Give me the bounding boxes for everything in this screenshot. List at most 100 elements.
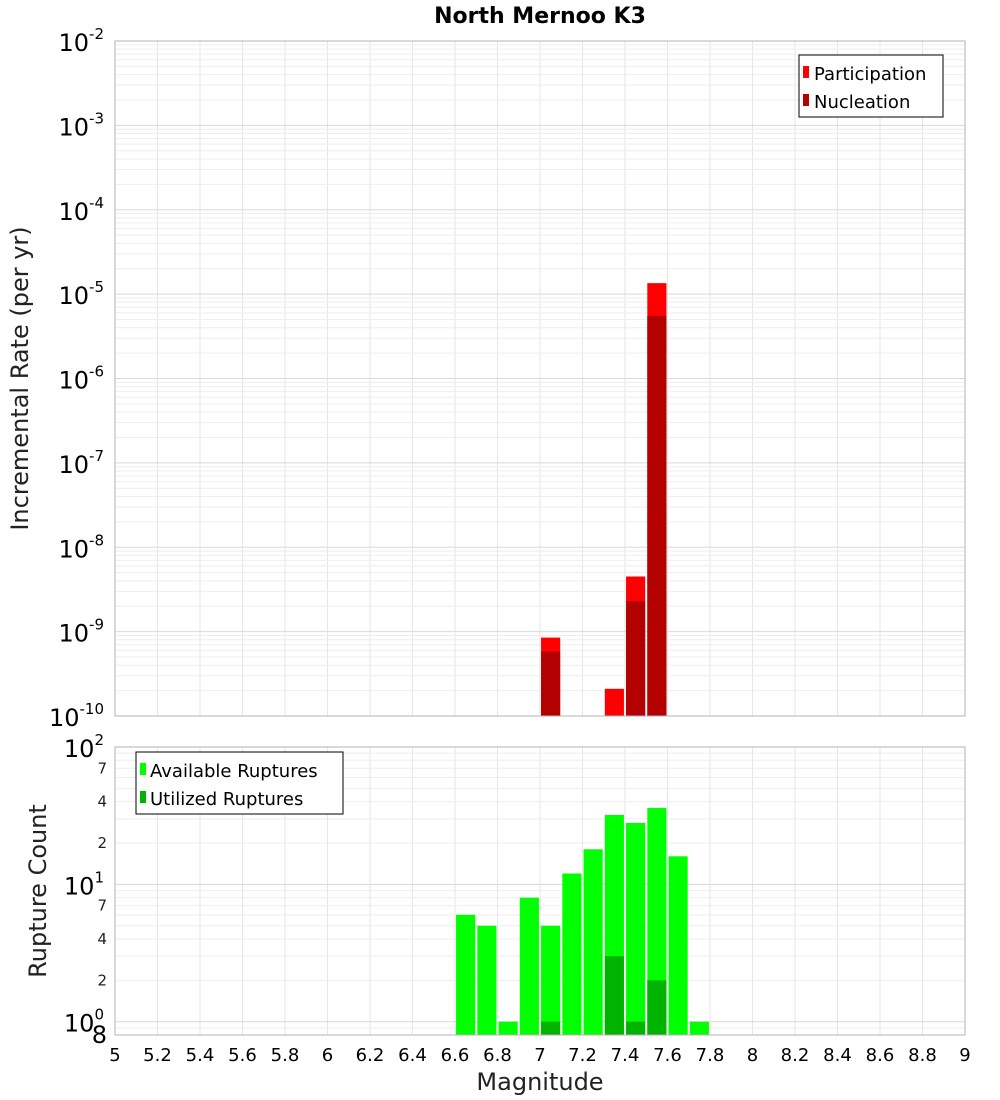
y-tick-label: 10-6 — [58, 363, 104, 395]
x-tick-label: 7.8 — [696, 1045, 725, 1066]
x-tick-label: 6.2 — [356, 1045, 385, 1066]
y-minor-tick-label: 8 — [92, 1021, 107, 1049]
y-tick-exponent: -5 — [89, 278, 104, 296]
y-tick-exponent: -2 — [89, 25, 104, 43]
x-tick-label: 7.6 — [653, 1045, 682, 1066]
x-tick-label: 8.8 — [908, 1045, 937, 1066]
y-tick-label: 10-3 — [58, 109, 104, 141]
x-tick-label: 6 — [322, 1045, 333, 1066]
legend-label: Utilized Ruptures — [150, 789, 303, 810]
x-tick-label: 8.4 — [823, 1045, 852, 1066]
y-tick-base: 10 — [58, 451, 89, 479]
legend-label: Available Ruptures — [150, 761, 318, 782]
legend: Participation Nucleation — [798, 54, 944, 118]
y-tick-label: 102 — [64, 731, 104, 763]
x-tick-label: 6.4 — [398, 1045, 427, 1066]
y-tick-base: 10 — [64, 872, 95, 900]
bar — [626, 601, 646, 716]
y-tick-exponent: -6 — [89, 363, 104, 381]
bar — [562, 873, 582, 1035]
bar — [541, 651, 561, 716]
plot-frame — [114, 40, 966, 717]
x-tick-label: 5.8 — [271, 1045, 300, 1066]
y-tick-base: 10 — [64, 1010, 95, 1038]
y-tick-exponent: 0 — [94, 1006, 104, 1024]
legend-label: Participation — [814, 64, 926, 85]
y-tick-label: 10-8 — [58, 531, 104, 563]
bar — [541, 925, 561, 1035]
bar — [498, 1021, 518, 1035]
plot-frame — [114, 746, 966, 1036]
chart-panels: 10-210-310-410-510-610-710-810-910-10Inc… — [6, 25, 971, 1066]
x-tick-label: 5 — [109, 1045, 120, 1066]
y-tick-base: 10 — [58, 282, 89, 310]
legend: Available Ruptures Utilized Ruptures — [135, 751, 344, 815]
x-tick-label: 8 — [747, 1045, 758, 1066]
bar — [477, 925, 497, 1035]
y-tick-label: 10-7 — [58, 447, 104, 479]
legend-label: Nucleation — [814, 92, 910, 113]
y-tick-label: 10-4 — [58, 194, 104, 226]
bar — [626, 822, 646, 1035]
y-minor-tick-label: 2 — [97, 834, 107, 852]
y-tick-base: 10 — [58, 113, 89, 141]
x-tick-label: 8.2 — [781, 1045, 810, 1066]
x-tick-label: 7.4 — [611, 1045, 640, 1066]
y-tick-exponent: -8 — [89, 531, 104, 549]
bar — [456, 914, 476, 1035]
y-tick-label: 10-2 — [58, 25, 104, 57]
x-axis-label: Magnitude — [476, 1068, 603, 1096]
bar — [647, 807, 667, 1035]
y-tick-exponent: -4 — [89, 194, 104, 212]
x-tick-label: 5.2 — [143, 1045, 172, 1066]
legend-box — [798, 54, 944, 118]
y-tick-label: 10-5 — [58, 278, 104, 310]
chart-title: North Mernoo K3 — [434, 4, 646, 29]
legend-box — [135, 751, 344, 815]
legend-swatch — [140, 791, 146, 803]
y-tick-label: 100 — [64, 1006, 104, 1038]
y-tick-label: 10-10 — [49, 700, 104, 732]
y-tick-exponent: -10 — [80, 700, 105, 718]
y-tick-exponent: -9 — [89, 616, 104, 634]
x-tick-label: 5.6 — [228, 1045, 257, 1066]
y-axis-label: Incremental Rate (per yr) — [6, 226, 34, 530]
x-tick-label: 8.6 — [866, 1045, 895, 1066]
legend-swatch — [803, 94, 809, 106]
y-tick-base: 10 — [58, 29, 89, 57]
rate-panel: 10-210-310-410-510-610-710-810-910-10Inc… — [6, 25, 966, 732]
y-minor-tick-label: 7 — [97, 759, 107, 777]
y-tick-base: 10 — [64, 735, 95, 763]
legend-swatch — [140, 763, 146, 775]
y-minor-tick-label: 7 — [97, 897, 107, 915]
y-tick-exponent: -3 — [89, 109, 104, 127]
y-tick-base: 10 — [58, 535, 89, 563]
x-tick-label: 7.2 — [568, 1045, 597, 1066]
x-tick-label: 9 — [959, 1045, 970, 1066]
bar — [689, 1021, 709, 1035]
y-tick-exponent: -7 — [89, 447, 104, 465]
x-tick-label: 6.8 — [483, 1045, 512, 1066]
bar — [604, 956, 624, 1035]
y-minor-tick-label: 4 — [97, 930, 107, 948]
x-tick-label: 7 — [534, 1045, 545, 1066]
y-tick-exponent: 2 — [94, 731, 104, 749]
y-tick-label: 10-9 — [58, 616, 104, 648]
legend-swatch — [803, 66, 809, 78]
bar — [541, 1021, 561, 1035]
y-tick-base: 10 — [58, 367, 89, 395]
y-minor-tick-label: 2 — [97, 971, 107, 989]
x-tick-label: 6.6 — [441, 1045, 470, 1066]
x-tick-label: 5.4 — [186, 1045, 215, 1066]
y-tick-base: 10 — [49, 704, 80, 732]
y-tick-base: 10 — [58, 198, 89, 226]
y-tick-label: 101 — [64, 868, 104, 900]
y-tick-base: 10 — [58, 620, 89, 648]
bar — [604, 688, 624, 716]
bar — [519, 897, 539, 1035]
bar — [626, 1021, 646, 1035]
y-minor-tick-label: 4 — [97, 793, 107, 811]
y-axis-label: Rupture Count — [24, 804, 52, 978]
y-tick-exponent: 1 — [94, 868, 104, 886]
